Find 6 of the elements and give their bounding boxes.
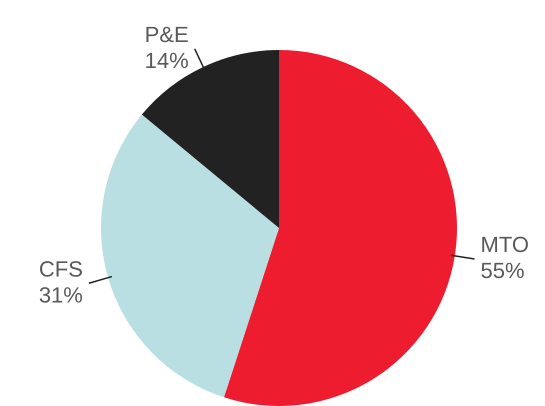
data-label: 14%	[144, 48, 189, 73]
data-label: 55%	[480, 258, 525, 284]
slice-label: P&E	[144, 22, 189, 47]
slice-label: CFS	[38, 256, 83, 282]
slice-label: MTO	[480, 232, 530, 258]
data-label: 31%	[38, 282, 83, 308]
